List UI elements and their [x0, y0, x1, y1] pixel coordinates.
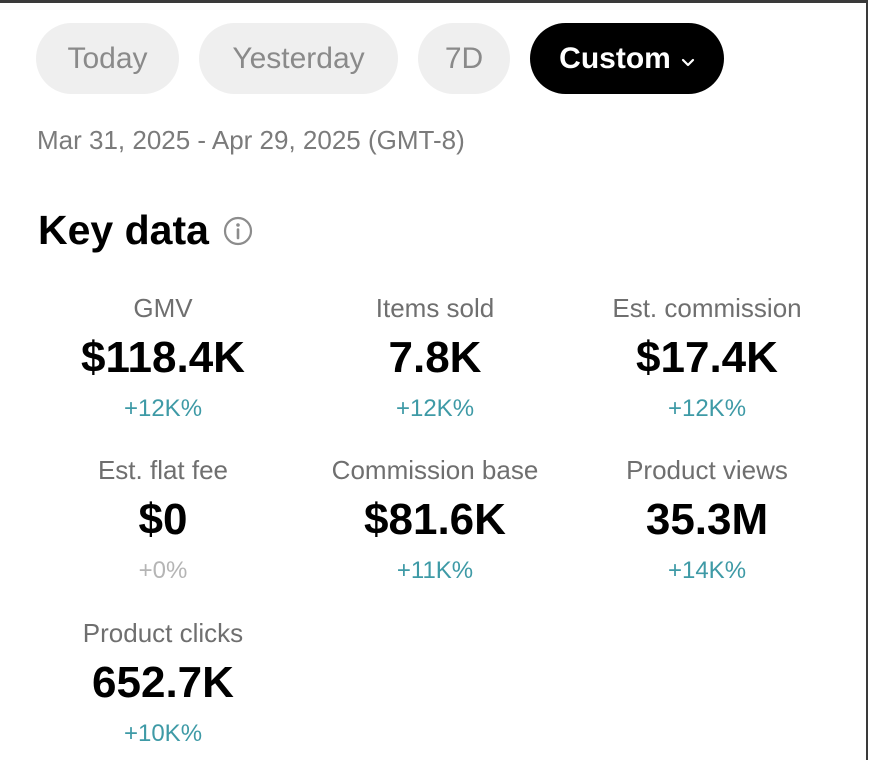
metric-label: Est. flat fee — [97, 455, 229, 485]
tab-7d-label: 7D — [444, 41, 484, 75]
metric-value: $118.4K — [81, 333, 245, 382]
tab-yesterday-label: Yesterday — [232, 41, 365, 75]
tab-today[interactable]: Today — [36, 23, 179, 94]
tab-7d[interactable]: 7D — [418, 23, 510, 94]
metric-commission-base[interactable]: Commission base $81.6K +11K% — [290, 455, 580, 585]
section-title: Key data — [38, 207, 209, 253]
metric-product-views[interactable]: Product views 35.3M +14K% — [562, 455, 852, 585]
info-circle-icon[interactable] — [221, 214, 255, 248]
tab-custom[interactable]: Custom — [530, 23, 724, 94]
metric-change: +0% — [138, 557, 188, 584]
metric-est-commission[interactable]: Est. commission $17.4K +12K% — [562, 293, 852, 423]
metric-est-flat-fee[interactable]: Est. flat fee $0 +0% — [18, 455, 308, 585]
metric-label: Product views — [626, 455, 788, 485]
metric-label: Est. commission — [612, 293, 802, 323]
date-range-text: Mar 31, 2025 - Apr 29, 2025 (GMT-8) — [37, 125, 465, 155]
metric-label: Commission base — [331, 455, 539, 485]
metric-value: $0 — [138, 495, 188, 544]
metric-value: 35.3M — [645, 495, 769, 544]
date-filter-tabs: Today Yesterday 7D Custom — [36, 23, 724, 94]
metric-product-clicks[interactable]: Product clicks 652.7K +10K% — [18, 618, 308, 748]
metric-value: 7.8K — [388, 333, 482, 382]
metric-change: +11K% — [396, 557, 474, 584]
metric-change: +12K% — [667, 395, 747, 422]
metric-change: +12K% — [123, 395, 203, 422]
tab-custom-label: Custom — [559, 41, 671, 75]
metric-value: $81.6K — [364, 495, 506, 544]
metric-label: Items sold — [375, 293, 495, 323]
metric-change: +12K% — [395, 395, 475, 422]
metric-change: +10K% — [123, 720, 203, 747]
metric-items-sold[interactable]: Items sold 7.8K +12K% — [290, 293, 580, 423]
metric-gmv[interactable]: GMV $118.4K +12K% — [18, 293, 308, 423]
metric-label: GMV — [133, 293, 193, 323]
metric-change: +14K% — [667, 557, 747, 584]
metric-value: $17.4K — [636, 333, 778, 382]
tab-yesterday[interactable]: Yesterday — [199, 23, 398, 94]
chevron-down-icon — [681, 42, 695, 76]
key-data-header: Key data — [38, 207, 255, 254]
tab-today-label: Today — [67, 41, 148, 75]
metric-value: 652.7K — [92, 658, 234, 707]
metric-label: Product clicks — [82, 618, 244, 648]
